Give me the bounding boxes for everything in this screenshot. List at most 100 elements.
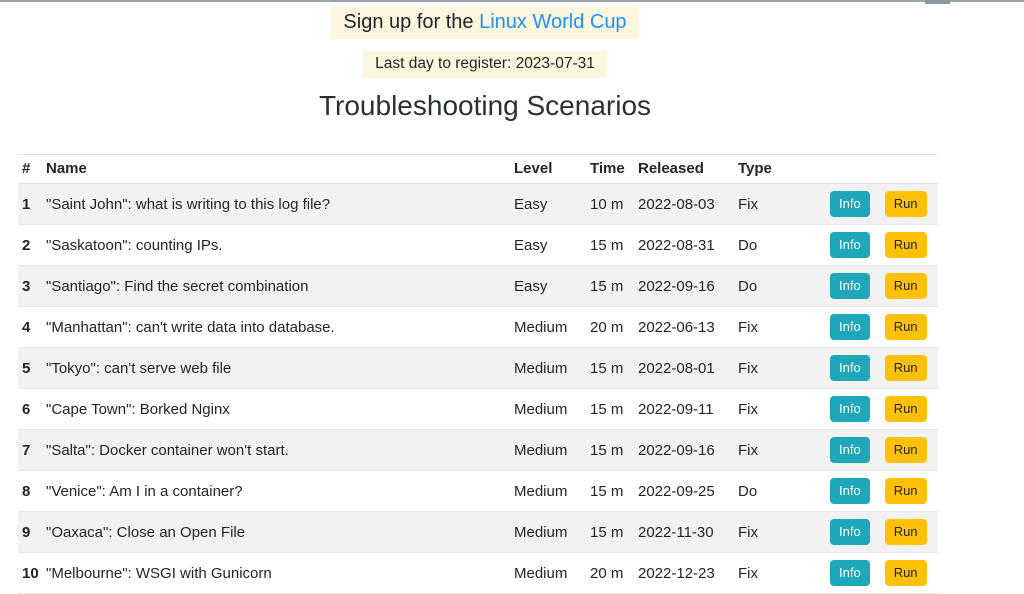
scenario-released: 2022-06-13 xyxy=(638,318,715,336)
run-button[interactable]: Run xyxy=(884,519,927,545)
table-row: 1 "Saint John": what is writing to this … xyxy=(18,183,938,225)
run-button[interactable]: Run xyxy=(884,273,927,299)
scenario-level: Medium xyxy=(514,482,568,500)
scenario-actions: Info Run xyxy=(824,430,938,471)
actions-group: Info Run xyxy=(830,396,934,422)
scenario-level: Medium xyxy=(514,441,568,459)
signup-banner-text: Sign up for the xyxy=(343,11,480,33)
table-row: 6 "Cape Town": Borked Nginx Medium 15 m … xyxy=(18,389,938,430)
info-button[interactable]: Info xyxy=(830,232,870,258)
scenario-released: 2022-08-03 xyxy=(638,195,715,213)
info-button[interactable]: Info xyxy=(830,437,870,463)
info-button[interactable]: Info xyxy=(830,191,870,217)
table-header: # Name Level Time Released Type xyxy=(18,154,938,184)
scenario-released: 2022-12-23 xyxy=(638,564,715,582)
run-button[interactable]: Run xyxy=(884,560,927,586)
actions-group: Info Run xyxy=(830,560,934,586)
scenario-type: Do xyxy=(738,236,758,254)
scenario-actions: Info Run xyxy=(824,389,938,430)
run-button[interactable]: Run xyxy=(884,191,927,217)
scenario-level: Medium xyxy=(514,400,568,418)
scenario-number: 5 xyxy=(22,359,31,377)
info-button[interactable]: Info xyxy=(830,519,870,545)
scenario-name: "Cape Town": Borked Nginx xyxy=(46,400,230,418)
scenario-time: 15 m xyxy=(590,236,624,254)
scenario-time: 15 m xyxy=(590,482,624,500)
actions-group: Info Run xyxy=(830,355,934,381)
actions-group: Info Run xyxy=(830,437,934,463)
scenario-level: Medium xyxy=(514,564,568,582)
scenario-released: 2022-09-11 xyxy=(638,400,714,418)
actions-group: Info Run xyxy=(830,478,934,504)
run-button[interactable]: Run xyxy=(884,314,927,340)
scenario-type: Fix xyxy=(738,359,758,377)
scenario-number: 7 xyxy=(22,441,31,459)
scenario-time: 20 m xyxy=(590,564,624,582)
column-header-time: Time xyxy=(586,154,634,184)
table-body: 1 "Saint John": what is writing to this … xyxy=(18,183,938,594)
scenario-actions: Info Run xyxy=(824,307,938,348)
scenario-actions: Info Run xyxy=(824,225,938,266)
scenario-type: Fix xyxy=(738,318,758,336)
linux-world-cup-link[interactable]: Linux World Cup xyxy=(479,11,627,33)
scenario-level: Medium xyxy=(514,359,568,377)
scenario-type: Fix xyxy=(738,523,758,541)
table-header-row: # Name Level Time Released Type xyxy=(18,154,938,184)
deadline-banner: Last day to register: 2023-07-31 xyxy=(363,51,607,78)
table-row: 7 "Salta": Docker container won't start.… xyxy=(18,429,938,471)
scenario-type: Fix xyxy=(738,400,758,418)
info-button[interactable]: Info xyxy=(830,478,870,504)
scenario-time: 15 m xyxy=(590,523,624,541)
scenario-time: 15 m xyxy=(590,441,624,459)
scenario-type: Do xyxy=(738,277,758,295)
actions-group: Info Run xyxy=(830,273,934,299)
run-button[interactable]: Run xyxy=(884,478,927,504)
scenario-time: 20 m xyxy=(590,318,624,336)
scenario-name: "Manhattan": can't write data into datab… xyxy=(46,318,335,336)
info-button[interactable]: Info xyxy=(830,273,870,299)
scenario-actions: Info Run xyxy=(824,471,938,512)
scenario-type: Fix xyxy=(738,195,758,213)
scenario-released: 2022-08-31 xyxy=(638,236,715,254)
column-header-level: Level xyxy=(510,154,586,184)
scenario-number: 1 xyxy=(22,195,31,213)
scenario-number: 2 xyxy=(22,236,31,254)
scenario-actions: Info Run xyxy=(824,348,938,389)
run-button[interactable]: Run xyxy=(884,396,927,422)
column-header-actions xyxy=(824,154,938,184)
table-row: 3 "Santiago": Find the secret combinatio… xyxy=(18,265,938,307)
page-title: Troubleshooting Scenarios xyxy=(318,90,652,121)
scenario-released: 2022-09-16 xyxy=(638,441,715,459)
scenario-released: 2022-08-01 xyxy=(638,359,715,377)
page-header: Sign up for the Linux World Cup Last day… xyxy=(0,0,970,124)
scenario-time: 15 m xyxy=(590,359,624,377)
table-row: 9 "Oaxaca": Close an Open File Medium 15… xyxy=(18,511,938,553)
scenario-actions: Info Run xyxy=(824,266,938,307)
info-button[interactable]: Info xyxy=(830,396,870,422)
scenario-number: 8 xyxy=(22,482,31,500)
table-row: 8 "Venice": Am I in a container? Medium … xyxy=(18,471,938,512)
actions-group: Info Run xyxy=(830,314,934,340)
info-button[interactable]: Info xyxy=(830,314,870,340)
scenario-name: "Salta": Docker container won't start. xyxy=(46,441,289,459)
run-button[interactable]: Run xyxy=(884,437,927,463)
scenario-actions: Info Run xyxy=(824,184,938,225)
table-row: 10 "Melbourne": WSGI with Gunicorn Mediu… xyxy=(18,553,938,594)
actions-group: Info Run xyxy=(830,232,934,258)
info-button[interactable]: Info xyxy=(830,355,870,381)
table-row: 4 "Manhattan": can't write data into dat… xyxy=(18,307,938,348)
scenario-released: 2022-09-25 xyxy=(638,482,715,500)
scenario-name: "Venice": Am I in a container? xyxy=(46,482,243,500)
scenario-number: 6 xyxy=(22,400,31,418)
actions-group: Info Run xyxy=(830,191,934,217)
info-button[interactable]: Info xyxy=(830,560,870,586)
signup-banner: Sign up for the Linux World Cup xyxy=(331,7,639,39)
scenario-actions: Info Run xyxy=(824,553,938,594)
scenario-level: Medium xyxy=(514,318,568,336)
run-button[interactable]: Run xyxy=(884,232,927,258)
scenario-level: Easy xyxy=(514,195,548,213)
scenario-time: 10 m xyxy=(590,195,624,213)
scenario-time: 15 m xyxy=(590,400,624,418)
run-button[interactable]: Run xyxy=(884,355,927,381)
table-row: 5 "Tokyo": can't serve web file Medium 1… xyxy=(18,347,938,389)
